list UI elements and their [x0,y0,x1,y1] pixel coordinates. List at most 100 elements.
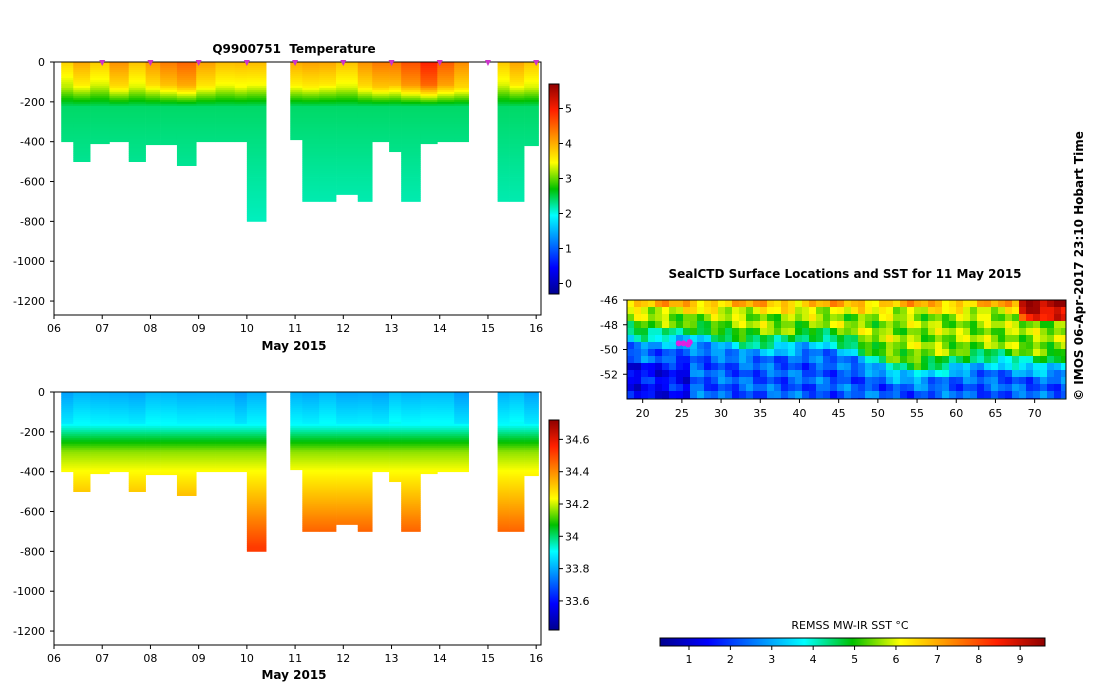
profile-cell [509,71,525,75]
profile-cell [246,539,267,542]
profile-cell [90,71,110,75]
profile-cell [302,111,320,115]
profile-cell [290,117,303,121]
profile-cell [215,421,236,425]
sst-cell [844,391,852,399]
profile-cell [497,145,510,149]
sst-cell [879,363,887,371]
seal-surface-locations [675,339,693,348]
profile-cell [454,93,469,97]
profile-cell [290,405,303,409]
sst-cell [921,328,929,336]
profile-cell [196,433,216,437]
sst-cell [1005,384,1013,392]
profile-cell [389,93,402,97]
profile-cell [420,407,438,411]
sst-cell [753,307,761,315]
sst-cell [1061,328,1066,336]
sst-cell [1054,377,1062,385]
sst-cell [802,356,810,364]
profile-cell [497,515,510,518]
profile-cell [176,393,197,397]
profile-cell [401,149,421,153]
profile-cell [215,89,236,93]
profile-cell [401,97,421,101]
sst-cell [914,377,922,385]
profile-cell [109,97,130,101]
sst-cell [879,300,887,308]
profile-cell [437,459,455,463]
profile-cell [401,113,421,117]
sst-cell [718,377,726,385]
profile-cell [357,493,373,496]
profile-cell [215,91,236,95]
profile-cell [372,87,390,91]
profile-cell [401,405,421,409]
sst-cell [697,384,705,392]
sst-cell [956,384,964,392]
profile-cell [389,421,402,425]
profile-cell [319,101,337,105]
profile-cell [509,489,525,493]
profile-cell [319,191,337,194]
profile-cell [357,105,373,109]
profile-cell [389,71,402,75]
profile-cell [145,399,161,403]
profile-cell [420,427,438,431]
profile-cell [420,457,438,461]
profile-cell [234,447,248,451]
profile-cell [160,473,178,476]
profile-cell [61,135,74,139]
sst-cell [872,356,880,364]
profile-cell [109,133,130,137]
profile-cell [73,75,91,79]
profile-cell [401,145,421,149]
profile-cell [246,201,267,204]
sst-cell [1019,349,1027,357]
profile-cell [290,87,303,91]
sst-cell [760,300,768,308]
profile-cell [357,183,373,186]
profile-cell [73,119,91,123]
sst-cell [865,356,873,364]
profile-cell [319,481,337,485]
profile-cell [319,491,337,494]
profile-cell [128,65,146,69]
profile-cell [389,141,402,145]
profile-cell [497,527,510,530]
profile-cell [90,467,110,471]
profile-cell [302,511,320,514]
profile-cell [336,153,359,157]
profile-cell [246,541,267,544]
profile-cell [302,99,320,103]
profile-cell [524,69,539,73]
profile-cell [389,449,402,453]
sst-cell [886,342,894,350]
latitude-axis: -46-48-50-52 [600,294,627,381]
sst-cell [781,300,789,308]
sst-cell [928,363,936,371]
profile-cell [401,427,421,431]
profile-cell [246,497,267,500]
profile-cell [319,453,337,457]
profile-cell [246,129,267,133]
profile-cell [61,413,74,417]
profile-cell [454,73,469,77]
profile-cell [128,459,146,463]
profile-cell [372,459,390,463]
profile-cell [454,453,469,457]
profile-cell [176,415,197,419]
sst-cell [872,328,880,336]
profile-cell [336,171,359,174]
profile-cell [109,103,130,107]
profile-cell [509,105,525,109]
profile-cell [524,73,539,77]
profile-cell [109,435,130,439]
profile-cell [290,137,303,141]
profile-cell [128,77,146,81]
sst-cell [949,363,957,371]
profile-cell [145,445,161,449]
sst-cell [872,314,880,322]
sst-cell [1026,391,1034,399]
sst-cell [907,335,915,343]
